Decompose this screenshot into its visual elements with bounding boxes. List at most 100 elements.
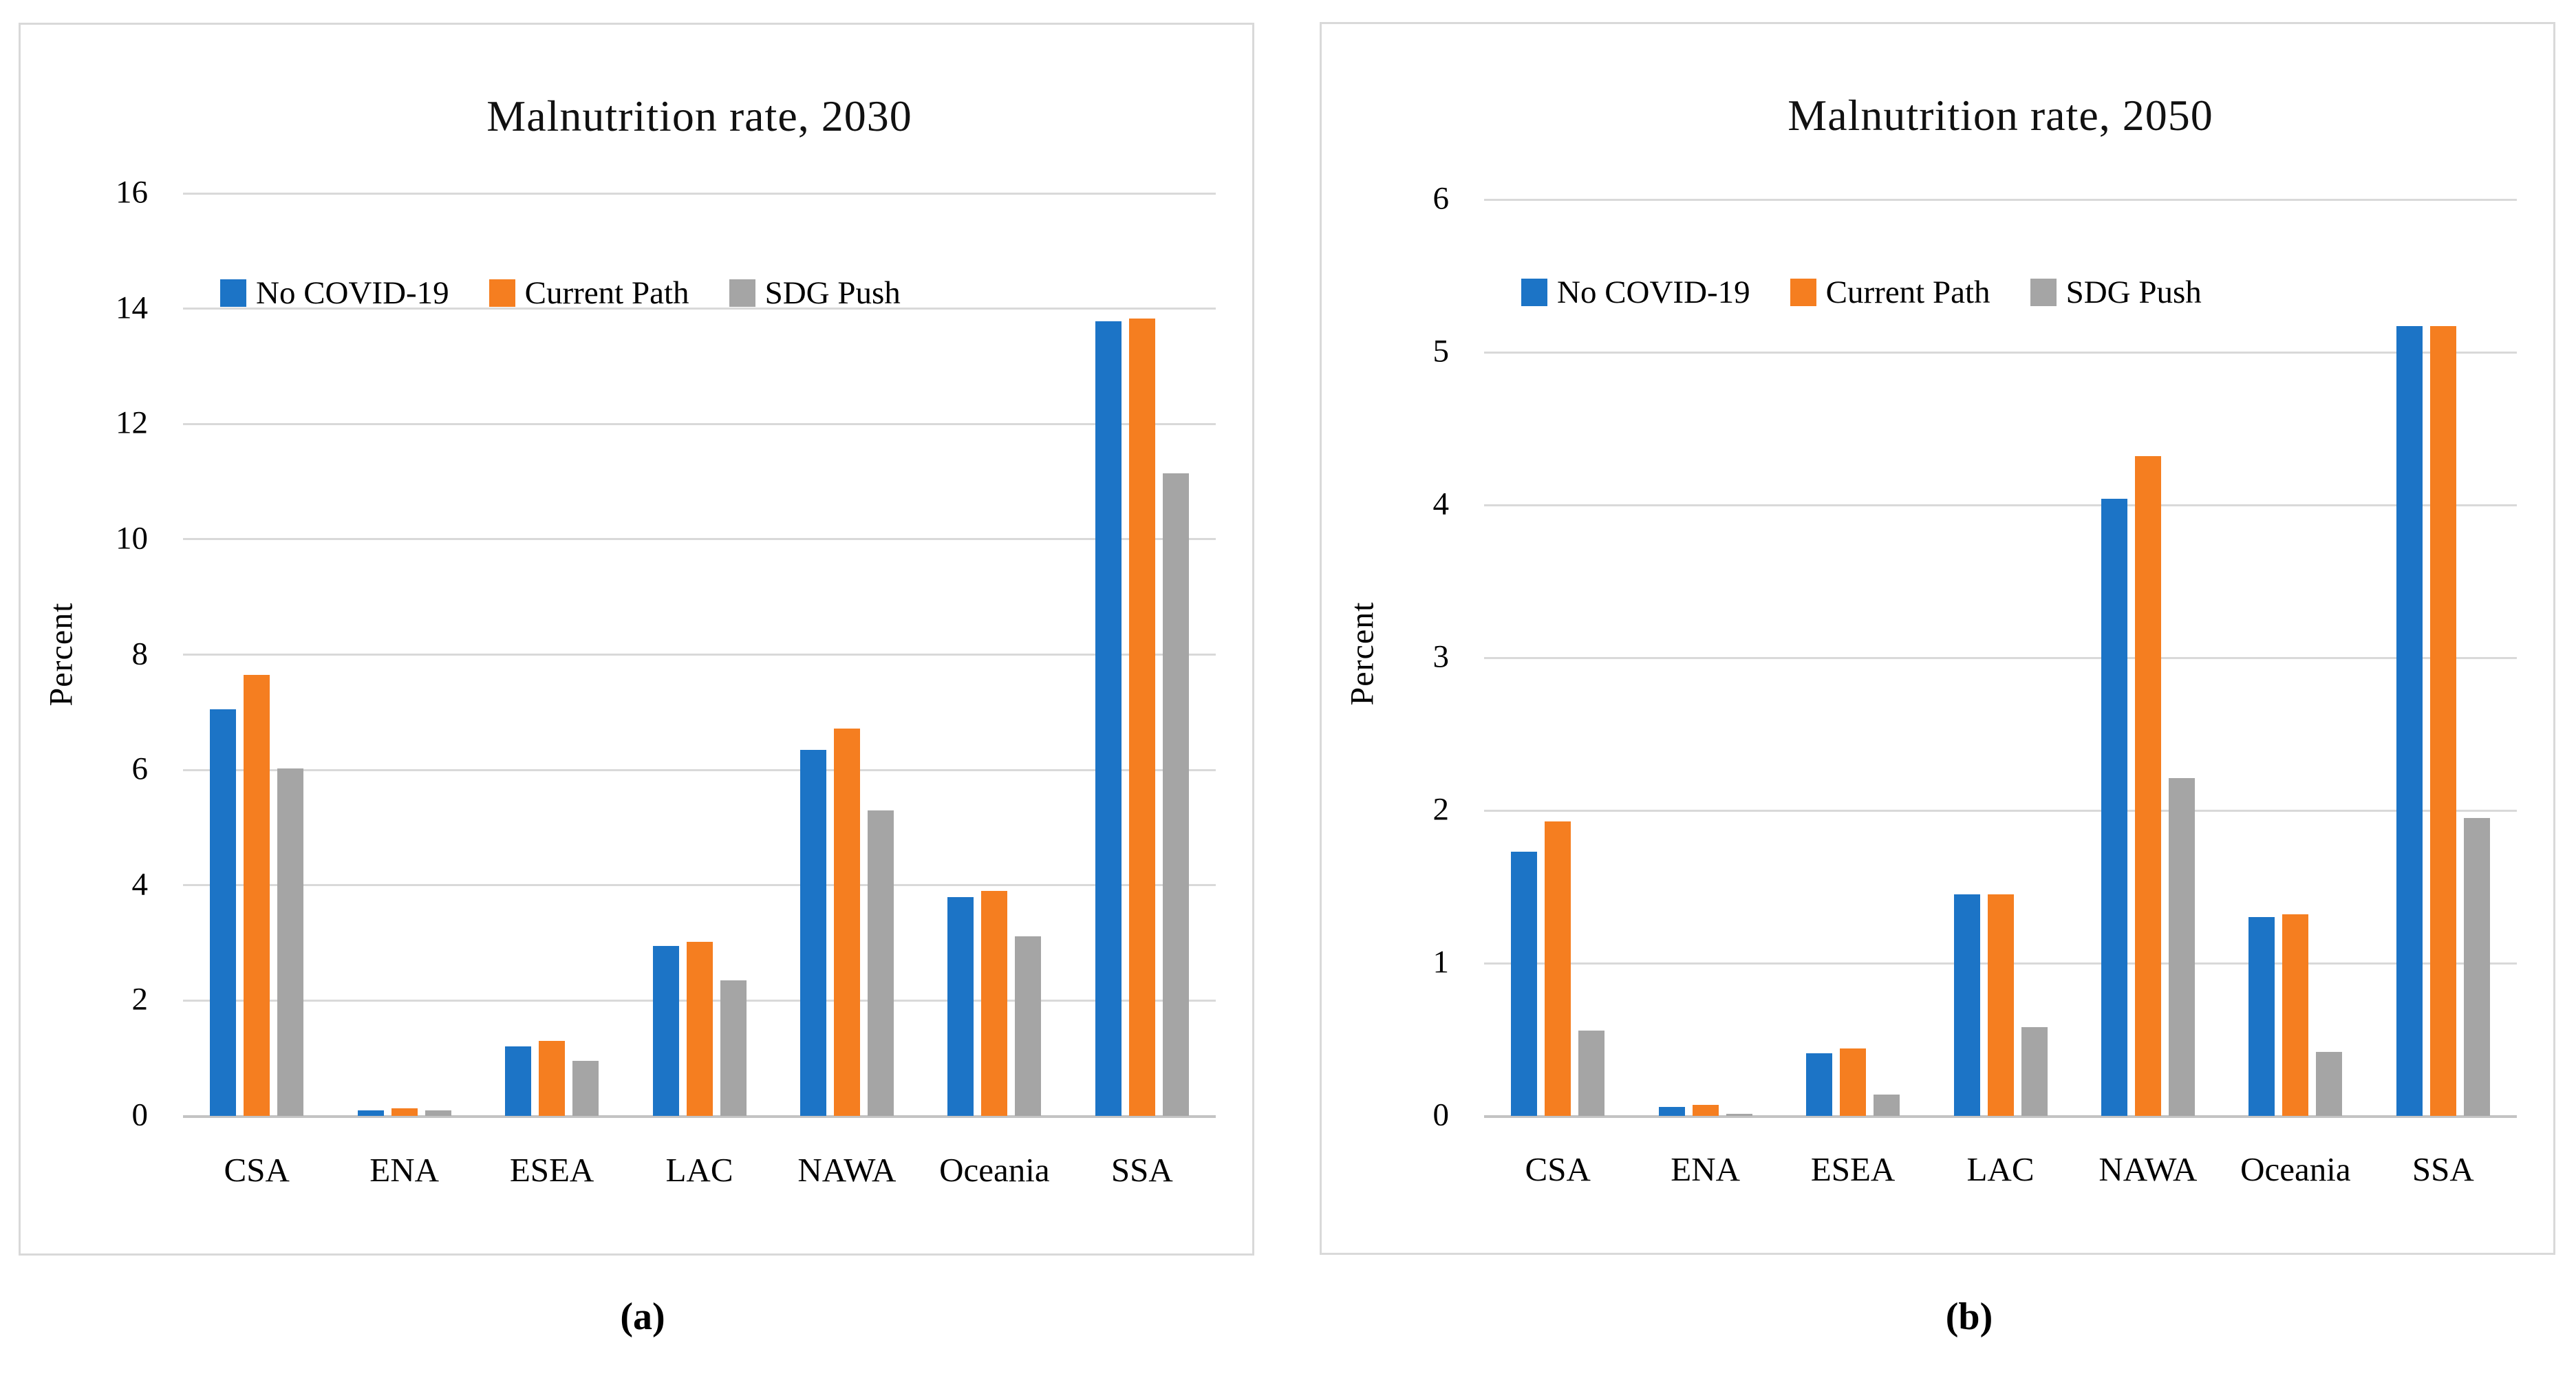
bar-current-path-ena xyxy=(391,1108,418,1116)
gridline xyxy=(1484,198,2517,201)
y-tick-label: 6 xyxy=(1432,180,1450,217)
y-tick-label: 8 xyxy=(131,636,149,672)
x-label-ena: ENA xyxy=(1671,1150,1740,1188)
x-label-ssa: SSA xyxy=(1110,1151,1173,1189)
legend-swatch-sdg-push xyxy=(2030,279,2057,306)
bar-sdg-push-oceania xyxy=(2316,1051,2343,1116)
y-tick-label: 0 xyxy=(131,1097,149,1133)
bar-current-path-lac xyxy=(1987,894,2014,1116)
bar-current-path-ena xyxy=(1692,1105,1719,1116)
bar-sdg-push-ena xyxy=(425,1110,451,1116)
legend: No COVID-19 Current Path SDG Push xyxy=(1521,273,2202,312)
y-tick-label: 12 xyxy=(116,405,148,441)
legend-label-no-covid-19: No COVID-19 xyxy=(256,275,449,311)
chart-panel-2030: Malnutrition rate, 2030 No COVID-19 Curr… xyxy=(19,23,1254,1256)
bar-sdg-push-csa xyxy=(1578,1030,1605,1116)
chart-title-2050: Malnutrition rate, 2050 xyxy=(1788,91,2213,140)
legend-item-sdg-push: SDG Push xyxy=(729,274,901,312)
legend-item-no-covid-19: No COVID-19 xyxy=(220,274,449,312)
y-tick-label: 6 xyxy=(131,751,149,787)
x-label-lac: LAC xyxy=(665,1151,733,1189)
y-tick-label: 10 xyxy=(116,520,148,557)
y-tick-label: 2 xyxy=(131,981,149,1018)
chart-title-2030: Malnutrition rate, 2030 xyxy=(486,91,912,140)
bar-sdg-push-ssa xyxy=(2463,818,2490,1116)
gridline xyxy=(183,768,1216,771)
x-label-nawa: NAWA xyxy=(2099,1150,2198,1188)
bar-no-covid-19-oceania xyxy=(947,896,974,1116)
gridline xyxy=(183,884,1216,887)
y-tick-label: 0 xyxy=(1432,1097,1450,1133)
bar-no-covid-19-nawa xyxy=(799,749,826,1116)
bar-no-covid-19-csa xyxy=(210,709,237,1116)
y-tick-label: 2 xyxy=(1432,791,1450,828)
x-label-csa: CSA xyxy=(1525,1150,1591,1188)
x-label-lac: LAC xyxy=(1966,1150,2035,1188)
legend-label-current-path: Current Path xyxy=(1825,274,1990,310)
bar-sdg-push-ssa xyxy=(1162,473,1189,1116)
bar-sdg-push-csa xyxy=(277,768,304,1116)
bar-no-covid-19-ena xyxy=(1658,1106,1685,1116)
bar-sdg-push-esea xyxy=(572,1061,599,1116)
bar-sdg-push-nawa xyxy=(2168,778,2195,1116)
bar-current-path-ssa xyxy=(2429,326,2456,1116)
bar-sdg-push-ena xyxy=(1726,1113,1752,1116)
legend-swatch-no-covid-19 xyxy=(1521,279,1547,306)
legend-swatch-current-path xyxy=(489,279,515,307)
gridline xyxy=(183,192,1216,195)
x-axis-line xyxy=(183,1115,1216,1118)
gridline xyxy=(183,538,1216,541)
legend-item-current-path: Current Path xyxy=(489,274,689,312)
y-tick-label: 3 xyxy=(1432,638,1450,675)
bar-no-covid-19-csa xyxy=(1511,851,1538,1116)
gridline xyxy=(183,422,1216,425)
gridline xyxy=(1484,351,2517,354)
bar-current-path-esea xyxy=(1840,1048,1867,1116)
bar-current-path-esea xyxy=(539,1041,566,1116)
y-tick-label: 4 xyxy=(1432,486,1450,522)
bar-sdg-push-esea xyxy=(1874,1094,1900,1116)
y-tick-label: 1 xyxy=(1432,944,1450,980)
bar-no-covid-19-nawa xyxy=(2101,499,2127,1116)
bar-no-covid-19-lac xyxy=(652,945,679,1116)
legend-swatch-current-path xyxy=(1790,279,1816,306)
y-tick-label: 14 xyxy=(116,290,148,326)
gridline xyxy=(1484,504,2517,506)
legend-item-no-covid-19: No COVID-19 xyxy=(1521,274,1750,311)
x-label-esea: ESEA xyxy=(1810,1150,1896,1188)
plot-area xyxy=(1484,198,2517,1118)
x-label-nawa: NAWA xyxy=(797,1151,897,1189)
bar-current-path-oceania xyxy=(2282,914,2309,1116)
bar-no-covid-19-esea xyxy=(505,1046,532,1116)
bar-current-path-ssa xyxy=(1128,318,1155,1116)
chart-panel-2050: Malnutrition rate, 2050 No COVID-19 Curr… xyxy=(1320,22,2555,1255)
bar-no-covid-19-ena xyxy=(357,1110,384,1116)
gridline xyxy=(1484,656,2517,659)
bar-sdg-push-oceania xyxy=(1015,936,1042,1116)
bar-current-path-oceania xyxy=(981,891,1008,1116)
legend-swatch-sdg-push xyxy=(729,279,755,307)
bar-no-covid-19-esea xyxy=(1806,1053,1833,1116)
legend-label-no-covid-19: No COVID-19 xyxy=(1557,274,1750,310)
legend-label-sdg-push: SDG Push xyxy=(764,275,901,311)
legend: No COVID-19 Current Path SDG Push xyxy=(220,274,901,312)
bars xyxy=(183,193,1216,1116)
x-label-ena: ENA xyxy=(369,1151,439,1189)
caption-b: (b) xyxy=(1945,1295,1993,1338)
bar-sdg-push-lac xyxy=(2021,1027,2048,1116)
bar-current-path-nawa xyxy=(833,728,860,1116)
y-tick-label: 4 xyxy=(131,866,149,903)
x-label-oceania: Oceania xyxy=(939,1151,1050,1189)
bar-current-path-csa xyxy=(244,674,270,1116)
legend-swatch-no-covid-19 xyxy=(220,279,246,307)
bar-sdg-push-nawa xyxy=(867,810,894,1116)
legend-label-sdg-push: SDG Push xyxy=(2065,274,2202,310)
caption-a: (a) xyxy=(620,1295,665,1338)
bar-sdg-push-lac xyxy=(720,980,747,1116)
y-tick-label: 16 xyxy=(116,174,148,211)
bar-current-path-csa xyxy=(1545,821,1571,1116)
plot-area xyxy=(183,192,1216,1118)
gridline xyxy=(183,654,1216,656)
bar-no-covid-19-oceania xyxy=(2248,917,2275,1116)
bar-no-covid-19-ssa xyxy=(1095,321,1121,1116)
